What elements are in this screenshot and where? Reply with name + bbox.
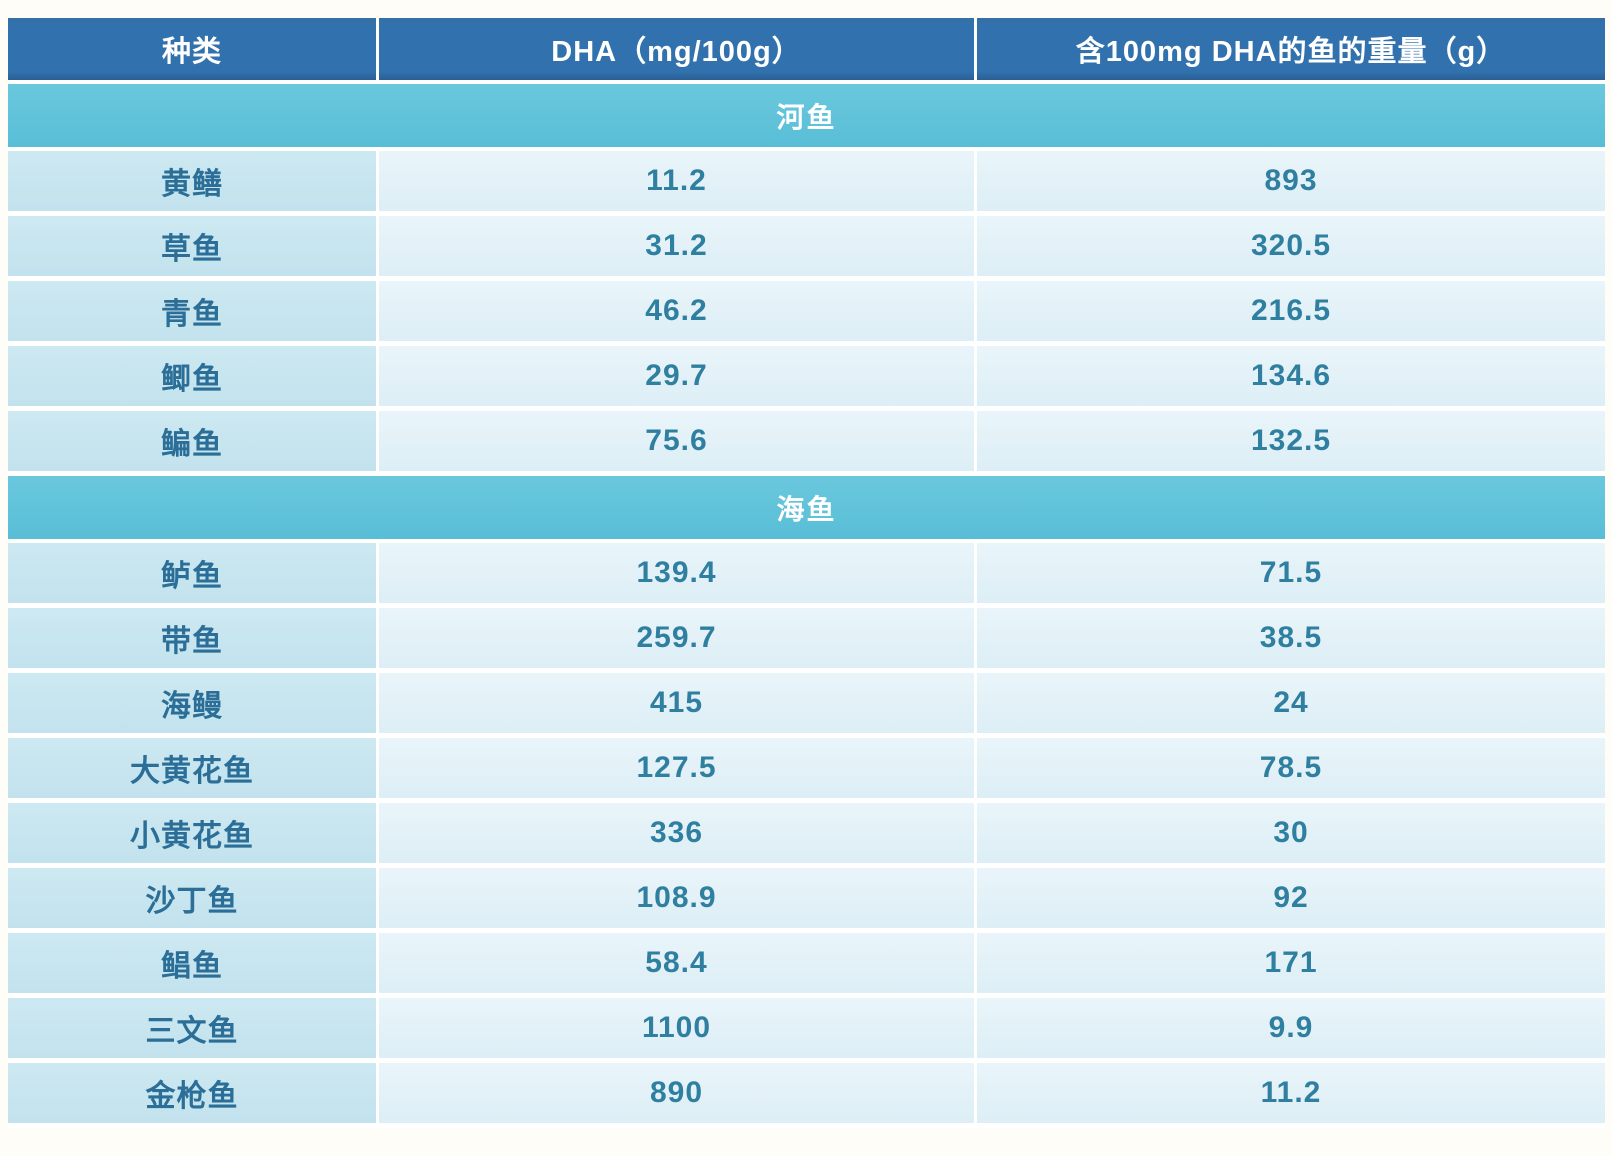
fish-name-cell: 黄鳝 xyxy=(8,151,376,211)
table-row: 沙丁鱼 108.9 92 xyxy=(8,868,1605,928)
fish-name-cell: 大黄花鱼 xyxy=(8,738,376,798)
weight-value-cell: 320.5 xyxy=(977,216,1605,276)
fish-name-cell: 鲳鱼 xyxy=(8,933,376,993)
table-row: 金枪鱼 890 11.2 xyxy=(8,1063,1605,1123)
fish-name-cell: 鳊鱼 xyxy=(8,411,376,471)
section-header-sea-fish: 海鱼 xyxy=(8,476,1605,539)
table-row: 海鳗 415 24 xyxy=(8,673,1605,733)
table-row: 黄鳝 11.2 893 xyxy=(8,151,1605,211)
weight-value-cell: 11.2 xyxy=(977,1063,1605,1123)
fish-name-cell: 草鱼 xyxy=(8,216,376,276)
weight-value-cell: 893 xyxy=(977,151,1605,211)
fish-name-cell: 小黄花鱼 xyxy=(8,803,376,863)
dha-value-cell: 75.6 xyxy=(379,411,974,471)
section-header-river-fish: 河鱼 xyxy=(8,84,1605,147)
weight-value-cell: 92 xyxy=(977,868,1605,928)
dha-value-cell: 890 xyxy=(379,1063,974,1123)
column-header-species: 种类 xyxy=(8,18,376,80)
weight-value-cell: 171 xyxy=(977,933,1605,993)
table-row: 鳊鱼 75.6 132.5 xyxy=(8,411,1605,471)
weight-value-cell: 24 xyxy=(977,673,1605,733)
dha-value-cell: 46.2 xyxy=(379,281,974,341)
table-row: 草鱼 31.2 320.5 xyxy=(8,216,1605,276)
fish-name-cell: 鲫鱼 xyxy=(8,346,376,406)
fish-name-cell: 鲈鱼 xyxy=(8,543,376,603)
weight-value-cell: 132.5 xyxy=(977,411,1605,471)
dha-value-cell: 259.7 xyxy=(379,608,974,668)
dha-value-cell: 29.7 xyxy=(379,346,974,406)
dha-value-cell: 336 xyxy=(379,803,974,863)
table-row: 青鱼 46.2 216.5 xyxy=(8,281,1605,341)
weight-value-cell: 30 xyxy=(977,803,1605,863)
table-row: 鲫鱼 29.7 134.6 xyxy=(8,346,1605,406)
column-header-weight: 含100mg DHA的鱼的重量（g） xyxy=(977,18,1605,80)
weight-value-cell: 134.6 xyxy=(977,346,1605,406)
dha-value-cell: 415 xyxy=(379,673,974,733)
weight-value-cell: 38.5 xyxy=(977,608,1605,668)
dha-value-cell: 58.4 xyxy=(379,933,974,993)
table-row: 带鱼 259.7 38.5 xyxy=(8,608,1605,668)
fish-name-cell: 金枪鱼 xyxy=(8,1063,376,1123)
column-header-dha: DHA（mg/100g） xyxy=(379,18,974,80)
table-row: 小黄花鱼 336 30 xyxy=(8,803,1605,863)
weight-value-cell: 216.5 xyxy=(977,281,1605,341)
weight-value-cell: 9.9 xyxy=(977,998,1605,1058)
table-row: 三文鱼 1100 9.9 xyxy=(8,998,1605,1058)
dha-value-cell: 139.4 xyxy=(379,543,974,603)
table-row: 鲳鱼 58.4 171 xyxy=(8,933,1605,993)
dha-value-cell: 108.9 xyxy=(379,868,974,928)
fish-name-cell: 青鱼 xyxy=(8,281,376,341)
dha-fish-table: 种类 DHA（mg/100g） 含100mg DHA的鱼的重量（g） 河鱼 黄鳝 1… xyxy=(8,18,1605,1128)
dha-value-cell: 1100 xyxy=(379,998,974,1058)
dha-value-cell: 127.5 xyxy=(379,738,974,798)
table-header-row: 种类 DHA（mg/100g） 含100mg DHA的鱼的重量（g） xyxy=(8,18,1605,80)
weight-value-cell: 78.5 xyxy=(977,738,1605,798)
fish-name-cell: 沙丁鱼 xyxy=(8,868,376,928)
fish-name-cell: 海鳗 xyxy=(8,673,376,733)
dha-value-cell: 31.2 xyxy=(379,216,974,276)
table-body: 河鱼 黄鳝 11.2 893 草鱼 31.2 320.5 青鱼 46.2 216.5 鲫鱼 29.7 1… xyxy=(8,84,1605,1123)
weight-value-cell: 71.5 xyxy=(977,543,1605,603)
dha-value-cell: 11.2 xyxy=(379,151,974,211)
fish-name-cell: 三文鱼 xyxy=(8,998,376,1058)
table-row: 鲈鱼 139.4 71.5 xyxy=(8,543,1605,603)
fish-name-cell: 带鱼 xyxy=(8,608,376,668)
table-row: 大黄花鱼 127.5 78.5 xyxy=(8,738,1605,798)
